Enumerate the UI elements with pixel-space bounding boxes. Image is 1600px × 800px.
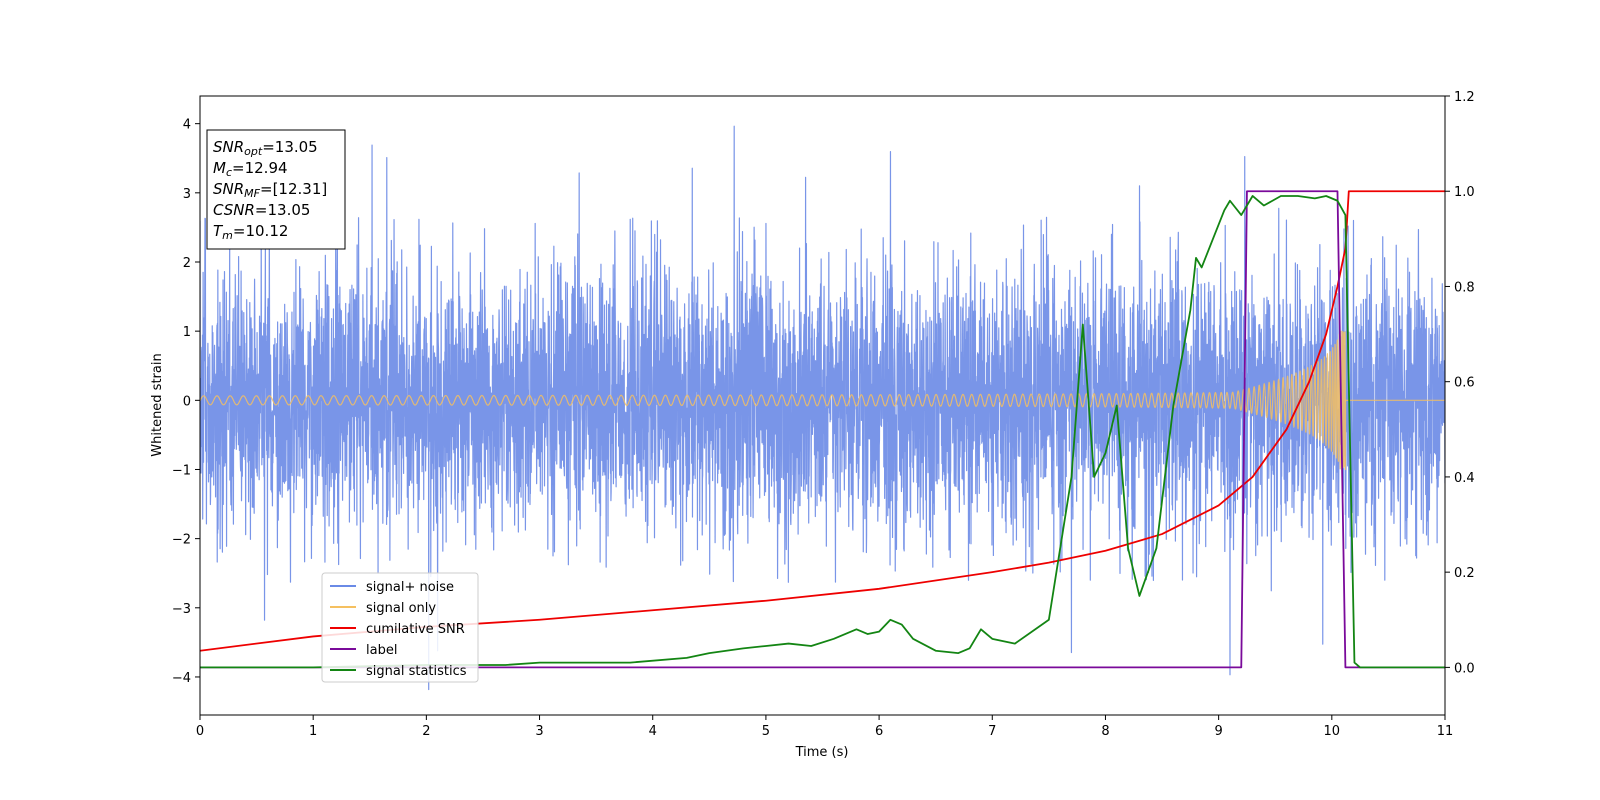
x-tick-label: 1	[309, 724, 317, 739]
x-tick-label: 4	[649, 724, 657, 739]
x-tick-label: 0	[196, 724, 204, 739]
y-tick-label-right: 0.4	[1454, 471, 1475, 486]
x-tick-label: 2	[422, 724, 430, 739]
x-axis-label: Time (s)	[795, 745, 849, 760]
series-layer	[200, 125, 1445, 691]
y-tick-label-right: 0.2	[1454, 566, 1475, 581]
series-signal-statistics	[200, 195, 1445, 669]
y-axis-label: Whitened strain	[150, 353, 165, 456]
legend-frame	[321, 572, 479, 683]
y-tick-label-left: −4	[172, 671, 191, 686]
annotation-line: SNRMF=[12.31]	[213, 180, 327, 200]
x-tick-label: 8	[1101, 724, 1109, 739]
x-tick-label: 3	[535, 724, 543, 739]
annotation-frame	[206, 129, 346, 250]
annotation-line: Mc=12.94	[213, 159, 288, 179]
plot-frame	[199, 95, 1446, 716]
y-tick-label-left: 4	[183, 118, 191, 133]
y-tick-label-left: −1	[172, 463, 191, 478]
legend-item-label: label	[366, 643, 397, 658]
y-tick-label-left: −2	[172, 533, 191, 548]
x-tick-label: 6	[875, 724, 883, 739]
legend-item-signal-statistics: signal statistics	[366, 664, 467, 679]
y-tick-label-left: −3	[172, 602, 191, 617]
legend-item-cumulative-snr: cumilative SNR	[366, 622, 465, 637]
y-tick-label-left: 1	[183, 325, 191, 340]
series-signal-noise	[200, 125, 1445, 691]
x-tick-label: 5	[762, 724, 770, 739]
y-axis-right: 0.0 0.2 0.4 0.6 0.8 1.0 1.2	[1445, 90, 1475, 676]
series-cumulative-snr	[200, 190, 1445, 652]
y-tick-label-right: 1.0	[1454, 185, 1475, 200]
x-tick-label: 11	[1437, 724, 1454, 739]
y-tick-label-right: 1.2	[1454, 90, 1475, 105]
legend-item-signal-noise: signal+ noise	[366, 580, 454, 595]
x-tick-label: 7	[988, 724, 996, 739]
x-tick-label: 10	[1324, 724, 1341, 739]
y-tick-label-left: 0	[183, 394, 191, 409]
legend: signal+ noise signal only cumilative SNR la…	[321, 572, 479, 683]
annotation-line: Tm=10.12	[213, 222, 288, 242]
x-axis: 0 1 2 3 4 5 6 7 8 9 10 11	[196, 715, 1453, 739]
y-tick-label-right: 0.0	[1454, 661, 1475, 676]
y-tick-label-right: 0.8	[1454, 280, 1475, 295]
annotation-line: SNRopt=13.05	[213, 138, 318, 158]
y-axis-left: −4 −3 −2 −1 0 1 2 3 4	[172, 118, 200, 686]
y-tick-label-left: 3	[183, 187, 191, 202]
series-signal-only	[200, 330, 1445, 471]
y-tick-label-right: 0.6	[1454, 376, 1475, 391]
legend-item-signal-only: signal only	[366, 601, 436, 616]
annotation-line: CSNR=13.05	[213, 201, 310, 219]
x-tick-label: 9	[1214, 724, 1222, 739]
y-tick-label-left: 2	[183, 256, 191, 271]
annotation-box: SNRopt=13.05Mc=12.94SNRMF=[12.31]CSNR=13…	[206, 129, 346, 250]
